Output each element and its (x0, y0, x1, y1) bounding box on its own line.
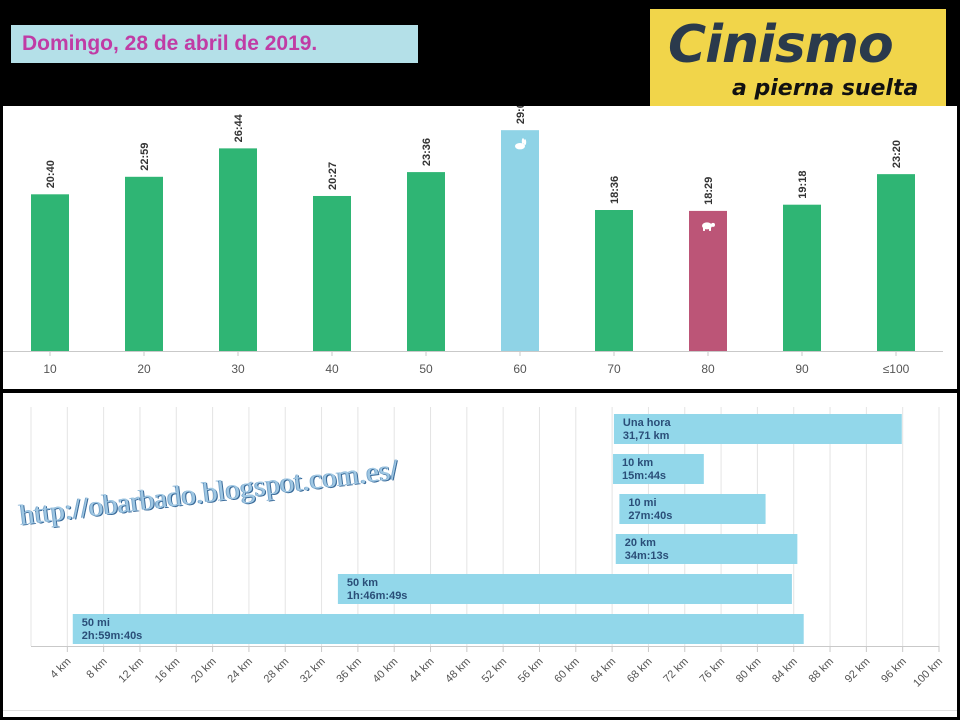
date-label: Domingo, 28 de abril de 2019. (11, 25, 418, 63)
x-tick-label: 60 (513, 362, 527, 376)
x-tick-label: 92 km (843, 656, 873, 686)
best-efforts-panel: 4 km 8 km 12 km 16 km 20 km 24 km 28 km 32 km 36… (3, 393, 957, 717)
effort-bar[interactable] (619, 494, 766, 524)
effort-bar[interactable] (72, 614, 804, 644)
x-tick-label: 60 km (552, 656, 582, 686)
x-tick-label: 76 km (698, 656, 728, 686)
bar-data-label: 23:36 (421, 138, 433, 166)
x-tick-label: 64 km (589, 656, 619, 686)
turtle-icon (702, 222, 715, 231)
x-tick-label: 70 (607, 362, 621, 376)
x-tick-label: 40 (325, 362, 339, 376)
x-tick-label: 40 km (371, 656, 401, 686)
effort-bar-label: 50 mi (82, 617, 110, 629)
bar[interactable] (125, 176, 163, 351)
logo-title: Cinismo (668, 15, 894, 75)
x-tick-label: 8 km (84, 656, 109, 681)
effort-bar-label: 50 km (347, 577, 378, 589)
x-tick-label: 48 km (443, 656, 473, 686)
effort-bar-value: 31,71 km (623, 430, 670, 442)
effort-bar-label: 20 km (625, 537, 656, 549)
effort-bar-label: 10 km (622, 457, 653, 469)
x-tick-label: 20 (137, 362, 151, 376)
effort-bar[interactable] (613, 414, 902, 444)
x-tick-label: 24 km (225, 656, 255, 686)
effort-bar[interactable] (337, 574, 792, 604)
x-tick-label: 56 km (516, 656, 546, 686)
bar-data-label: 19:18 (797, 171, 809, 199)
x-tick-label: 96 km (879, 656, 909, 686)
x-tick-label: 36 km (334, 656, 364, 686)
bar[interactable] (219, 148, 257, 351)
x-tick-label: 72 km (661, 656, 691, 686)
bar[interactable] (689, 210, 727, 351)
bar[interactable] (313, 195, 351, 351)
x-tick-label: 80 (701, 362, 715, 376)
bar-data-label: 18:36 (609, 176, 621, 204)
bar-data-label: 29:08 (515, 106, 527, 124)
bar[interactable] (595, 210, 633, 351)
effort-bar-value: 34m:13s (625, 550, 669, 562)
bar[interactable] (501, 130, 539, 351)
effort-bar-value: 1h:46m:49s (347, 590, 408, 602)
speed-distribution-panel: 20:40 10 22:59 20 26:44 30 20:27 40 23:36 50 29:08… (3, 106, 957, 389)
bar[interactable] (783, 204, 821, 351)
x-tick-label: 52 km (480, 656, 510, 686)
x-tick-label: 88 km (806, 656, 836, 686)
effort-bar[interactable] (613, 454, 704, 484)
x-tick-label: 12 km (116, 656, 146, 686)
bar-data-label: 22:59 (139, 143, 151, 171)
x-tick-label: 50 (419, 362, 433, 376)
x-tick-label: 80 km (734, 656, 764, 686)
bar[interactable] (877, 174, 915, 351)
bar-data-label: 20:27 (327, 162, 339, 190)
best-efforts-chart: 4 km 8 km 12 km 16 km 20 km 24 km 28 km 32 km 36… (3, 407, 957, 711)
x-tick-label: ≤100 (883, 362, 910, 376)
cinismo-logo: Cinismo a pierna suelta (650, 9, 946, 106)
bar[interactable] (31, 194, 69, 351)
x-tick-label: 44 km (407, 656, 437, 686)
x-tick-label: 10 (43, 362, 57, 376)
x-tick-label: 4 km (48, 656, 73, 681)
speed-bar-chart: 20:40 10 22:59 20 26:44 30 20:27 40 23:36 50 29:08… (3, 106, 943, 376)
effort-bar-value: 27m:40s (628, 510, 672, 522)
bar-data-label: 26:44 (233, 113, 245, 142)
x-tick-label: 16 km (153, 656, 183, 686)
x-tick-label: 28 km (262, 656, 292, 686)
x-tick-label: 68 km (625, 656, 655, 686)
effort-bar-label: Una hora (623, 417, 672, 429)
x-tick-label: 100 km (911, 656, 945, 690)
x-tick-label: 32 km (298, 656, 328, 686)
bar-data-label: 23:20 (891, 140, 903, 168)
effort-bar-label: 10 mi (628, 497, 656, 509)
x-tick-label: 84 km (770, 656, 800, 686)
logo-subtitle: a pierna suelta (732, 76, 919, 101)
effort-bar[interactable] (615, 534, 798, 564)
bar-data-label: 18:29 (703, 177, 715, 205)
bar[interactable] (407, 172, 445, 351)
x-tick-label: 20 km (189, 656, 219, 686)
bar-data-label: 20:40 (45, 160, 57, 188)
rabbit-icon (515, 138, 527, 150)
x-tick-label: 90 (795, 362, 809, 376)
x-tick-label: 30 (231, 362, 245, 376)
effort-bar-value: 2h:59m:40s (82, 630, 143, 642)
effort-bar-value: 15m:44s (622, 470, 666, 482)
